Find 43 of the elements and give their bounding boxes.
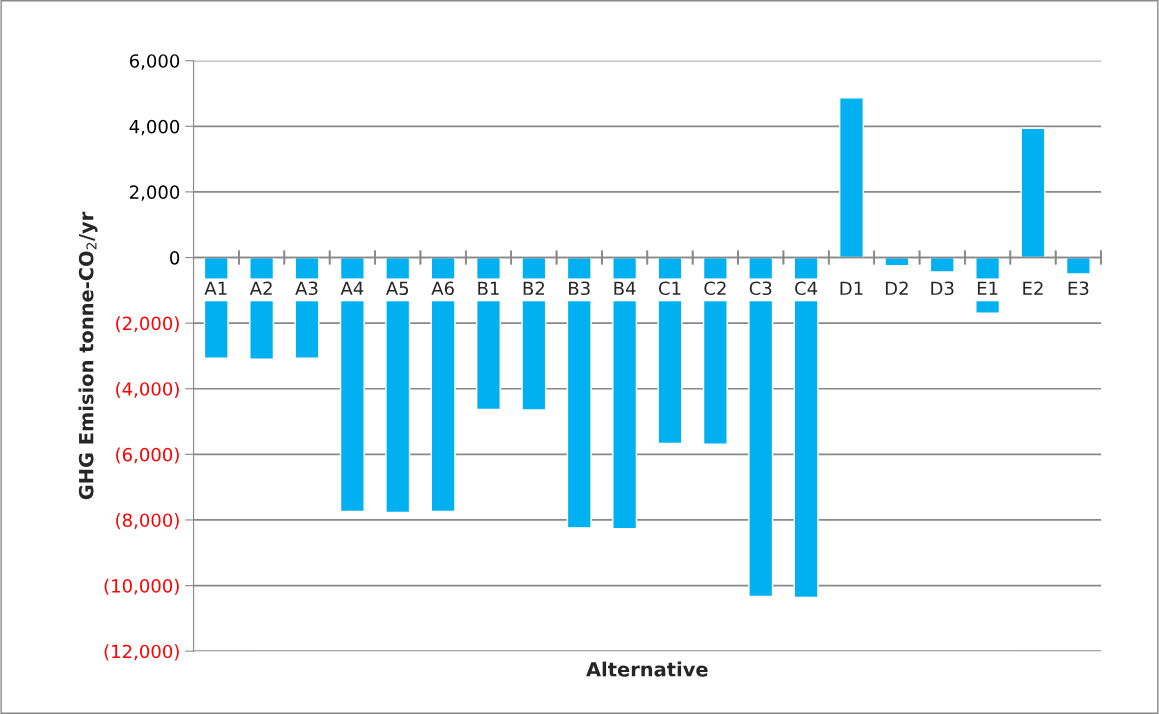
x-tick-label: B4	[614, 281, 636, 295]
y-tick-label: (12,000)	[104, 644, 179, 661]
bar	[339, 256, 365, 513]
x-tick-label: B1	[478, 281, 499, 295]
y-tick-label: (2,000)	[116, 316, 179, 333]
y-tick-label: (8,000)	[116, 513, 179, 530]
x-tick-label: C1	[658, 281, 681, 296]
x-tick-label: E3	[1068, 281, 1089, 296]
x-tick-label: C3	[749, 281, 772, 296]
bar	[793, 256, 819, 599]
bar	[1065, 256, 1091, 275]
x-tick-label: C4	[795, 281, 818, 296]
x-tick-label: A4	[340, 281, 364, 295]
bar	[385, 256, 411, 514]
y-tick-label: 2,000	[129, 185, 180, 201]
bar	[838, 97, 864, 259]
bar	[929, 256, 955, 273]
x-axis-title: Alternative	[586, 661, 708, 677]
y-tick-label: 6,000	[129, 54, 180, 70]
y-tick-label: (10,000)	[104, 578, 179, 595]
x-tick-label: A3	[295, 281, 318, 296]
x-tick-label: B2	[523, 281, 544, 295]
x-tick-label: B3	[569, 281, 590, 296]
y-tick-label: (6,000)	[116, 447, 179, 464]
bar	[430, 256, 456, 513]
x-tick-label: A2	[249, 281, 272, 295]
x-tick-label: D1	[840, 281, 863, 295]
bar	[612, 256, 638, 530]
x-tick-label: A5	[385, 281, 409, 296]
bar	[566, 256, 592, 529]
x-tick-label: A6	[431, 281, 454, 296]
y-tick-label: (4,000)	[116, 381, 179, 398]
x-tick-label: D2	[885, 281, 908, 295]
bar	[1020, 127, 1046, 259]
bar	[748, 256, 774, 598]
x-tick-label: C2	[704, 281, 726, 296]
x-tick-label: D3	[931, 281, 954, 296]
y-tick-label: 0	[170, 250, 180, 265]
y-tick-label: 4,000	[129, 119, 180, 136]
x-tick-label: A1	[204, 281, 227, 295]
x-tick-label: E2	[1023, 281, 1043, 295]
y-axis-title: GHG Emision tonne-CO$_{2}$/yr	[78, 211, 98, 500]
x-tick-label: E1	[977, 281, 998, 295]
